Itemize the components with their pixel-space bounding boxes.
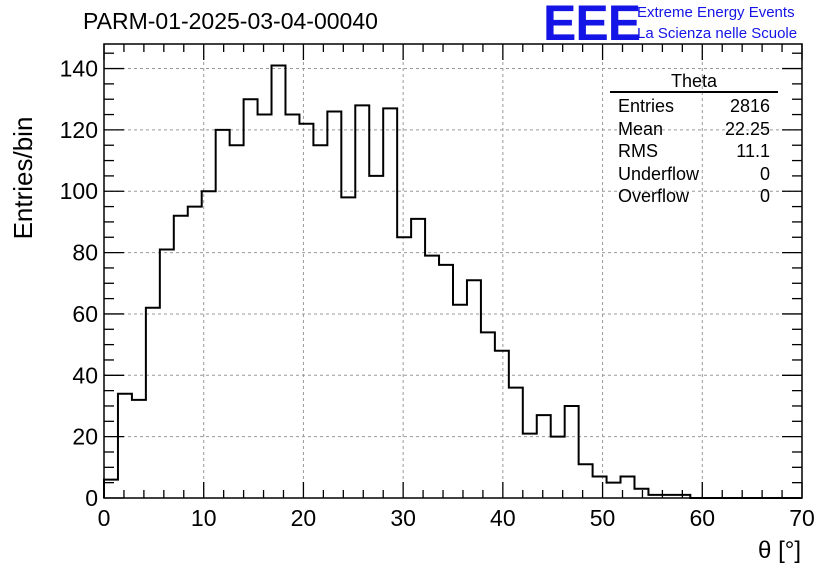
eee-logo: EEE	[543, 0, 641, 51]
x-tick-label: 0	[98, 505, 111, 531]
y-tick-label: 0	[85, 485, 98, 511]
y-tick-label: 40	[72, 362, 98, 388]
x-tick-label: 40	[490, 505, 516, 531]
stats-title: Theta	[610, 72, 778, 93]
stats-row-overflow: Overflow 0	[610, 185, 778, 208]
x-tick-label: 70	[789, 505, 815, 531]
plot-frame	[103, 43, 803, 499]
logo-subtitle-2: La Scienza nelle Scuole	[637, 25, 798, 42]
x-tick-label: 50	[590, 505, 616, 531]
x-tick-label: 20	[291, 505, 317, 531]
stats-box: Theta Entries 2816 Mean 22.25 RMS 11.1 U…	[610, 72, 778, 208]
stats-row-mean: Mean 22.25	[610, 118, 778, 141]
y-tick-label: 120	[60, 117, 98, 143]
y-tick-label: 20	[72, 424, 98, 450]
x-tick-label: 60	[689, 505, 715, 531]
stats-label: Mean	[618, 118, 664, 139]
stats-label: RMS	[618, 141, 658, 161]
stats-label: Overflow	[618, 186, 690, 206]
y-tick-label: 140	[60, 56, 98, 82]
logo-subtitle-1: Extreme Energy Events	[637, 4, 795, 21]
x-axis-label: θ [°]	[758, 537, 801, 564]
stats-value: 2816	[729, 96, 770, 116]
histogram-outline	[103, 64, 802, 499]
y-tick-label: 80	[72, 240, 98, 266]
stats-row-entries: Entries 2816	[610, 95, 778, 118]
stats-value: 0	[759, 163, 770, 184]
y-axis-label: Entries/bin	[8, 117, 38, 240]
stats-row-underflow: Underflow 0	[610, 163, 778, 186]
stats-row-rms: RMS 11.1	[610, 140, 778, 163]
y-tick-label: 100	[60, 178, 98, 204]
stats-value: 11.1	[736, 141, 770, 161]
stats-value: 0	[759, 186, 770, 206]
stats-label: Entries	[618, 96, 675, 116]
stats-value: 22.25	[724, 118, 770, 139]
x-tick-label: 10	[191, 505, 217, 531]
tick-labels: 0 10 20 30 40 50 60 70 0 20 40 60 80 100 120 140	[60, 56, 815, 531]
y-tick-label: 60	[72, 301, 98, 327]
run-title: PARM-01-2025-03-04-00040	[83, 8, 378, 34]
axis-ticks	[103, 44, 803, 499]
stats-label: Underflow	[618, 163, 700, 184]
x-tick-label: 30	[390, 505, 416, 531]
